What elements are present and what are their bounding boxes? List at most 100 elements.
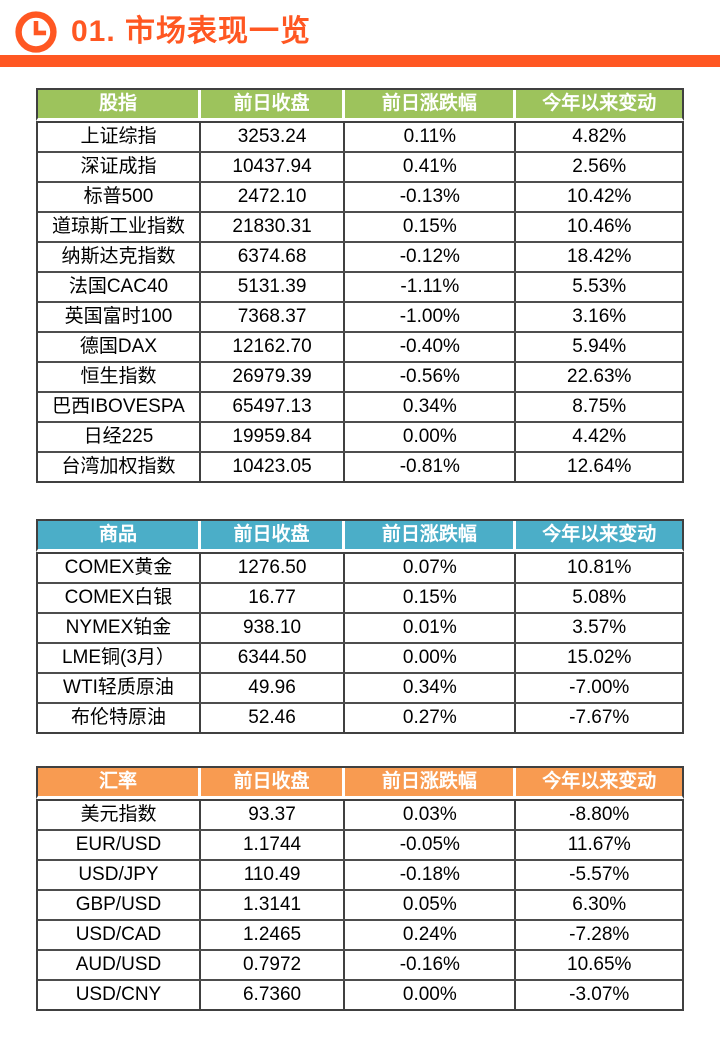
value-cell: 10423.05 (201, 453, 346, 481)
table-body: 美元指数 93.37 0.03% -8.80% EUR/USD 1.1744 -0.05% 1… (36, 799, 684, 1011)
value-cell: 0.03% (345, 801, 517, 829)
value-cell: 0.00% (345, 981, 517, 1009)
column-header: 今年以来变动 (516, 521, 682, 549)
value-cell: 52.46 (201, 704, 346, 732)
page-title: 01. 市场表现一览 (71, 14, 312, 48)
value-cell: 3253.24 (201, 123, 346, 151)
table-row: USD/CAD 1.2465 0.24% -7.28% (38, 921, 682, 951)
table-row: 日经225 19959.84 0.00% 4.42% (38, 423, 682, 453)
value-cell: -0.05% (345, 831, 517, 859)
value-cell: 0.34% (345, 674, 517, 702)
row-label-cell: 上证综指 (38, 123, 201, 151)
column-header: 前日收盘 (200, 90, 346, 118)
row-label-cell: 台湾加权指数 (38, 453, 201, 481)
row-label-cell: LME铜(3月） (38, 644, 201, 672)
table-row: EUR/USD 1.1744 -0.05% 11.67% (38, 831, 682, 861)
value-cell: -0.13% (345, 183, 517, 211)
value-cell: -7.00% (569, 677, 630, 698)
row-label-cell: AUD/USD (38, 951, 201, 979)
value-cell: 1.2465 (201, 921, 346, 949)
column-header: 前日收盘 (200, 768, 346, 796)
value-cell: 65497.13 (201, 393, 346, 421)
value-cell: 1.1744 (201, 831, 346, 859)
row-label-cell: 深证成指 (38, 153, 201, 181)
table-row: USD/CNY 6.7360 0.00% -3.07% (38, 981, 682, 1009)
column-header: 前日涨跌幅 (345, 768, 517, 796)
value-cell: 15.02% (567, 647, 632, 668)
value-cell: -8.80% (569, 804, 630, 825)
value-cell: 93.37 (201, 801, 346, 829)
row-label-cell: USD/CNY (38, 981, 201, 1009)
value-cell: 2472.10 (201, 183, 346, 211)
table-row: COMEX黄金 1276.50 0.07% 10.81% (38, 554, 682, 584)
row-label-cell: NYMEX铂金 (38, 614, 201, 642)
value-cell: 10.81% (567, 557, 632, 578)
column-header: 汇率 (38, 768, 201, 796)
row-label-cell: 德国DAX (38, 333, 201, 361)
row-label-cell: 日经225 (38, 423, 201, 451)
value-cell: 7368.37 (201, 303, 346, 331)
value-cell: -0.40% (345, 333, 517, 361)
table-row: NYMEX铂金 938.10 0.01% 3.57% (38, 614, 682, 644)
table-header-row: 汇率 前日收盘 前日涨跌幅 今年以来变动 (36, 766, 684, 799)
value-cell: 0.34% (345, 393, 517, 421)
value-cell: 26979.39 (201, 363, 346, 391)
value-cell: 6344.50 (201, 644, 346, 672)
row-label-cell: 道琼斯工业指数 (38, 213, 201, 241)
row-label-cell: USD/JPY (38, 861, 201, 889)
value-cell: 1.3141 (201, 891, 346, 919)
value-cell: 4.42% (572, 426, 627, 447)
value-cell: 0.11% (345, 123, 517, 151)
value-cell: -3.07% (569, 984, 630, 1005)
table-body: 上证综指 3253.24 0.11% 4.82% 深证成指 10437.94 0.41% 2.… (36, 121, 684, 483)
row-label-cell: 法国CAC40 (38, 273, 201, 301)
value-cell: 11.67% (567, 834, 631, 855)
value-cell: 0.15% (345, 213, 517, 241)
value-cell: 0.41% (345, 153, 517, 181)
table-body: COMEX黄金 1276.50 0.07% 10.81% COMEX白银 16.77 0.1… (36, 552, 684, 734)
value-cell: 5.08% (572, 587, 627, 608)
value-cell: 22.63% (567, 366, 632, 387)
value-cell: 110.49 (201, 861, 346, 889)
value-cell: 0.00% (345, 423, 517, 451)
value-cell: 10.65% (567, 954, 632, 975)
table-row: WTI轻质原油 49.96 0.34% -7.00% (38, 674, 682, 704)
row-label-cell: 恒生指数 (38, 363, 201, 391)
tables-container: 股指 前日收盘 前日涨跌幅 今年以来变动 上证综指 3253.24 0.11% 4.82% 深证… (36, 88, 684, 1011)
value-cell: 49.96 (201, 674, 346, 702)
row-label-cell: EUR/USD (38, 831, 201, 859)
table-row: 台湾加权指数 10423.05 -0.81% 12.64% (38, 453, 682, 481)
page-header: 01. 市场表现一览 (0, 0, 720, 55)
value-cell: 0.05% (345, 891, 517, 919)
row-label-cell: 巴西IBOVESPA (38, 393, 201, 421)
table-row: 恒生指数 26979.39 -0.56% 22.63% (38, 363, 682, 393)
value-cell: -7.67% (569, 707, 630, 728)
value-cell: 0.15% (345, 584, 517, 612)
row-label-cell: 标普500 (38, 183, 201, 211)
row-label-cell: USD/CAD (38, 921, 201, 949)
table-commodities: 商品 前日收盘 前日涨跌幅 今年以来变动 COMEX黄金 1276.50 0.07% 10.8… (36, 519, 684, 734)
value-cell: -1.00% (345, 303, 517, 331)
value-cell: 938.10 (201, 614, 346, 642)
row-label-cell: 英国富时100 (38, 303, 201, 331)
value-cell: 6.30% (572, 894, 627, 915)
clock-icon (15, 10, 57, 53)
table-row: 深证成指 10437.94 0.41% 2.56% (38, 153, 682, 183)
value-cell: 6.7360 (201, 981, 346, 1009)
table-header-row: 股指 前日收盘 前日涨跌幅 今年以来变动 (36, 88, 684, 121)
table-row: 美元指数 93.37 0.03% -8.80% (38, 801, 682, 831)
row-label-cell: WTI轻质原油 (38, 674, 201, 702)
column-header: 今年以来变动 (516, 768, 682, 796)
table-row: 道琼斯工业指数 21830.31 0.15% 10.46% (38, 213, 682, 243)
value-cell: 5.53% (572, 276, 627, 297)
column-header: 商品 (38, 521, 201, 549)
value-cell: 10.42% (567, 186, 632, 207)
value-cell: -0.18% (345, 861, 517, 889)
value-cell: 8.75% (572, 396, 627, 417)
value-cell: 0.24% (345, 921, 517, 949)
value-cell: 10.46% (567, 216, 632, 237)
value-cell: 10437.94 (201, 153, 346, 181)
column-header: 今年以来变动 (516, 90, 682, 118)
row-label-cell: 纳斯达克指数 (38, 243, 201, 271)
value-cell: 6374.68 (201, 243, 346, 271)
